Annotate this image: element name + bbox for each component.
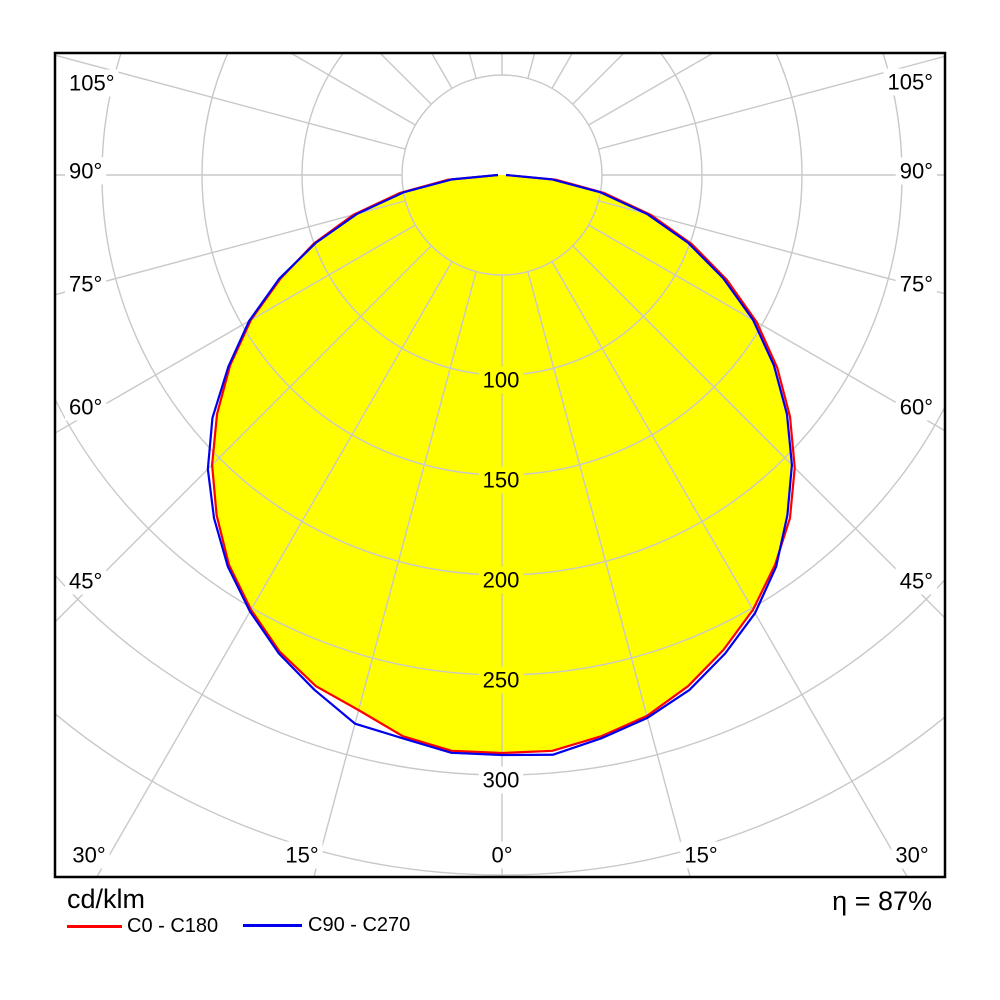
svg-text:105°: 105° [887, 70, 933, 95]
legend-label-c0-c180: C0 - C180 [127, 915, 219, 937]
legend-label-c90-c270: C90 - C270 [308, 914, 411, 936]
curve-c90-c270 [206, 173, 794, 757]
svg-text:100: 100 [483, 368, 520, 393]
radial-axis-label: 150 [478, 466, 524, 494]
radial-axis-label: 300 [478, 766, 524, 794]
angle-label-right: 90° [895, 157, 937, 185]
svg-text:200: 200 [483, 568, 520, 593]
angle-label-left: 105° [65, 69, 119, 97]
svg-text:45°: 45° [900, 569, 933, 594]
svg-text:90°: 90° [69, 159, 102, 184]
angle-label-right: 105° [883, 68, 937, 96]
angle-label-right: 45° [895, 567, 937, 595]
angle-label-bottom: 30° [68, 841, 110, 869]
svg-text:90°: 90° [900, 159, 933, 184]
legend-line-c90-c270 [243, 924, 302, 927]
angle-label-right: 60° [895, 393, 937, 421]
radial-axis-label: 200 [478, 566, 524, 594]
svg-text:150: 150 [483, 468, 520, 493]
unit-label: cd/klm [67, 884, 146, 914]
efficiency-value: η = 87% [832, 886, 932, 916]
angle-label-bottom: 0° [487, 841, 517, 869]
svg-text:15°: 15° [285, 843, 318, 868]
radial-axis-label: 100 [478, 366, 524, 394]
svg-text:30°: 30° [72, 843, 105, 868]
angle-label-bottom: 15° [680, 841, 722, 869]
angle-label-left: 45° [65, 567, 107, 595]
angle-label-left: 90° [65, 157, 107, 185]
chart-frame [53, 51, 947, 879]
svg-text:15°: 15° [684, 843, 717, 868]
svg-text:60°: 60° [69, 395, 102, 420]
svg-text:250: 250 [483, 668, 520, 693]
legend-line-c0-c180 [67, 925, 122, 928]
angle-label-left: 60° [65, 393, 107, 421]
angle-label-bottom: 15° [281, 841, 323, 869]
svg-text:0°: 0° [491, 843, 512, 868]
angle-label-left: 75° [65, 270, 107, 298]
svg-text:300: 300 [483, 768, 520, 793]
angle-label-right: 75° [895, 270, 937, 298]
angle-label-bottom: 30° [891, 841, 933, 869]
svg-text:60°: 60° [900, 395, 933, 420]
svg-text:45°: 45° [69, 569, 102, 594]
radial-axis-label: 250 [478, 666, 524, 694]
svg-text:75°: 75° [69, 272, 102, 297]
svg-text:30°: 30° [895, 843, 928, 868]
svg-text:75°: 75° [900, 272, 933, 297]
svg-text:105°: 105° [69, 71, 115, 96]
